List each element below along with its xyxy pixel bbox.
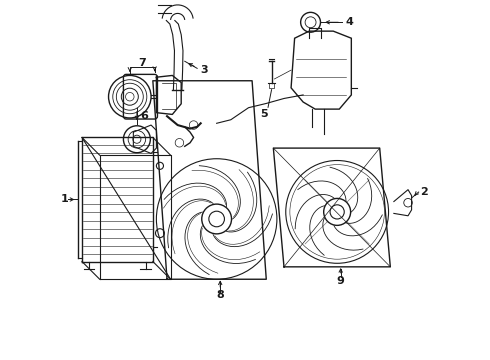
- Text: 9: 9: [337, 276, 344, 286]
- Text: 2: 2: [420, 187, 428, 197]
- Text: 3: 3: [200, 65, 208, 75]
- Text: 5: 5: [261, 109, 269, 120]
- Text: 7: 7: [138, 58, 146, 68]
- Text: 4: 4: [345, 17, 353, 27]
- Text: 8: 8: [216, 290, 224, 300]
- Text: 1: 1: [60, 194, 68, 204]
- Text: 6: 6: [140, 111, 148, 121]
